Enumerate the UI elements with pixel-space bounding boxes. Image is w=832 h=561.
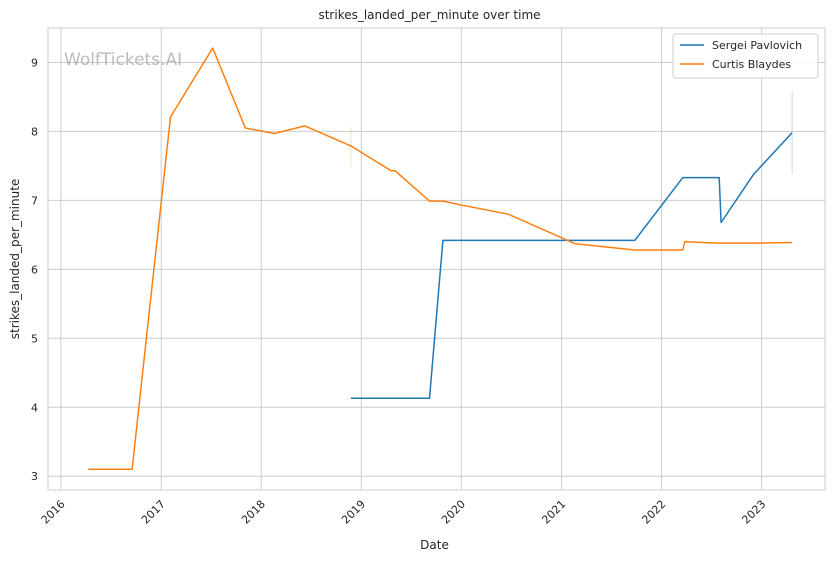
series-line-2 [88,47,793,471]
y-axis-title: strikes_landed_per_minute [8,179,22,340]
legend-label: Sergei Pavlovich [712,39,802,52]
y-tick-label: 3 [31,470,38,483]
x-tick-label: 2017 [139,498,168,527]
x-axis-ticks: 2016 2017 2018 2019 2020 2021 2022 2023 [39,498,769,527]
y-tick-label: 4 [31,401,38,414]
series-lines [88,47,793,471]
x-tick-label: 2016 [39,498,68,527]
y-tick-label: 8 [31,125,38,138]
y-tick-label: 9 [31,56,38,69]
grid [48,28,825,490]
x-tick-label: 2020 [439,498,468,527]
x-tick-label: 2023 [739,498,768,527]
y-tick-label: 7 [31,194,38,207]
chart-title: strikes_landed_per_minute over time [318,8,540,22]
y-axis-ticks: 3 4 5 6 7 8 9 [31,56,38,483]
y-tick-label: 5 [31,332,38,345]
legend-box [672,33,819,79]
x-tick-label: 2022 [639,498,668,527]
x-tick-label: 2019 [339,498,368,527]
legend: Sergei Pavlovich Curtis Blaydes [672,33,819,79]
series-line-1 [350,132,793,400]
x-axis-title: Date [420,538,449,552]
plot-frame [47,27,826,491]
x-tick-label: 2018 [239,498,268,527]
legend-label: Curtis Blaydes [712,58,791,71]
watermark: WolfTickets.AI [64,50,182,70]
error-bars [350,91,793,175]
x-tick-label: 2021 [539,498,568,527]
y-tick-label: 6 [31,263,38,276]
